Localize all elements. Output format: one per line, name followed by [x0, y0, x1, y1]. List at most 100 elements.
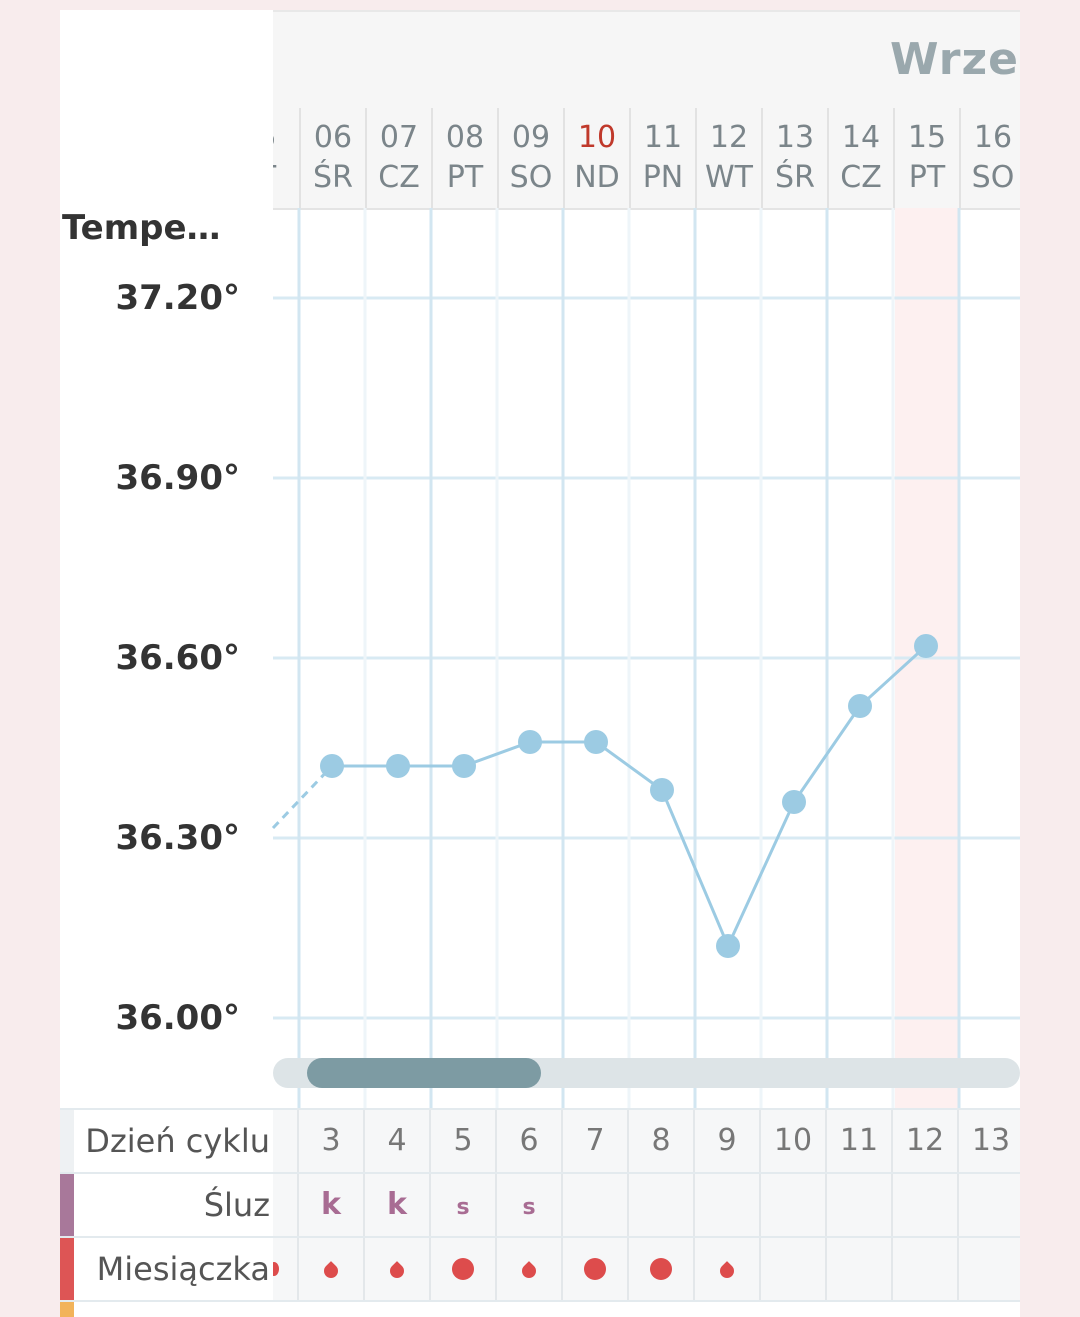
day-weekday: ND — [574, 160, 620, 195]
cycle-day-cells: 3 4 5 6 7 8 9 10 11 12 13 — [273, 1110, 1020, 1172]
day-weekday: ŚR — [775, 160, 815, 195]
y-axis-title: Tempe… — [62, 208, 221, 248]
day-weekday: SO — [971, 160, 1015, 195]
blood-drop-icon — [717, 1261, 737, 1281]
day-column-11[interactable]: 11 PN — [629, 108, 695, 208]
cycle-day-cell: 9 — [693, 1110, 759, 1172]
month-header: Wrzes — [273, 10, 1020, 112]
day-weekday: T — [273, 160, 299, 195]
y-label-36-30: 36.30° — [115, 818, 240, 858]
mucus-marker — [60, 1174, 74, 1238]
day-column-13[interactable]: 13 ŚR — [761, 108, 827, 208]
mucus-cell[interactable] — [693, 1174, 759, 1236]
mucus-cell[interactable] — [561, 1174, 627, 1236]
y-label-36-00: 36.00° — [115, 998, 240, 1038]
cycle-day-label: Dzień cyklu — [74, 1110, 270, 1172]
menses-cell[interactable] — [363, 1238, 429, 1300]
day-number: 16 — [973, 120, 1013, 155]
cycle-day-cell: 8 — [627, 1110, 693, 1172]
next-row-marker — [60, 1302, 74, 1317]
blood-drop-icon — [519, 1261, 539, 1281]
temperature-plot[interactable] — [60, 208, 1020, 1108]
cycle-day-marker — [60, 1110, 74, 1174]
mucus-cell[interactable] — [957, 1174, 1020, 1236]
chart-panel: Wrzes 5T06ŚR07CZ08PT09SO10ND11PN12WT13ŚR… — [60, 10, 1020, 1317]
cycle-day-cell: 3 — [297, 1110, 363, 1172]
scrollbar-thumb[interactable] — [307, 1058, 541, 1088]
menses-cell[interactable] — [825, 1238, 891, 1300]
day-column-06[interactable]: 06 ŚR — [299, 108, 365, 208]
day-column-10[interactable]: 10 ND — [563, 108, 629, 208]
temperature-point-08[interactable] — [452, 754, 476, 778]
day-number: 10 — [577, 120, 617, 155]
menses-cell[interactable] — [429, 1238, 495, 1300]
menses-cell[interactable] — [693, 1238, 759, 1300]
day-column-14[interactable]: 14 CZ — [827, 108, 893, 208]
day-column-16[interactable]: 16 SO — [959, 108, 1020, 208]
menses-row[interactable]: Miesiączka — [60, 1236, 1020, 1302]
cycle-day-cell: 10 — [759, 1110, 825, 1172]
day-column-07[interactable]: 07 CZ — [365, 108, 431, 208]
menses-cell[interactable] — [495, 1238, 561, 1300]
menses-cells[interactable] — [273, 1238, 1020, 1300]
day-weekday: CZ — [840, 160, 882, 195]
mucus-row[interactable]: Śluz k k s s — [60, 1172, 1020, 1238]
mucus-value: k — [321, 1187, 341, 1222]
cycle-day-cell: 11 — [825, 1110, 891, 1172]
day-column-08[interactable]: 08 PT — [431, 108, 497, 208]
cycle-day-cell: 7 — [561, 1110, 627, 1172]
cycle-day-cell: 6 — [495, 1110, 561, 1172]
cycle-day-cell: 12 — [891, 1110, 957, 1172]
day-column-5[interactable]: 5T — [273, 108, 299, 208]
day-header-strip[interactable]: 5T06ŚR07CZ08PT09SO10ND11PN12WT13ŚR14CZ15… — [273, 108, 1020, 210]
temperature-point-11[interactable] — [650, 778, 674, 802]
cycle-day-cell: 5 — [429, 1110, 495, 1172]
temperature-chart[interactable]: Tempe… 37.20° 36.90° 36.60° 36.30° 36.00… — [60, 208, 1020, 1108]
y-label-36-90: 36.90° — [115, 458, 240, 498]
day-number: 11 — [643, 120, 683, 155]
mucus-cell[interactable]: s — [429, 1174, 495, 1236]
y-label-37-20: 37.20° — [115, 278, 240, 318]
temperature-point-14[interactable] — [848, 694, 872, 718]
temperature-point-10[interactable] — [584, 730, 608, 754]
temperature-point-06[interactable] — [320, 754, 344, 778]
mucus-cell[interactable]: k — [363, 1174, 429, 1236]
horizontal-scrollbar[interactable] — [273, 1058, 1020, 1088]
menses-cell[interactable] — [297, 1238, 363, 1300]
menses-cell[interactable] — [759, 1238, 825, 1300]
day-number: 13 — [775, 120, 815, 155]
mucus-cell[interactable] — [627, 1174, 693, 1236]
mucus-cell[interactable] — [759, 1174, 825, 1236]
blood-dot-icon — [650, 1258, 672, 1280]
temperature-point-13[interactable] — [782, 790, 806, 814]
y-label-36-60: 36.60° — [115, 638, 240, 678]
menses-marker — [60, 1238, 74, 1302]
mucus-cell[interactable] — [825, 1174, 891, 1236]
menses-cell[interactable] — [561, 1238, 627, 1300]
day-column-09[interactable]: 09 SO — [497, 108, 563, 208]
day-number: 08 — [445, 120, 485, 155]
temperature-point-12[interactable] — [716, 934, 740, 958]
mucus-value: k — [387, 1187, 407, 1222]
day-column-12[interactable]: 12 WT — [695, 108, 761, 208]
temperature-point-15[interactable] — [914, 634, 938, 658]
cycle-day-cell: 13 — [957, 1110, 1020, 1172]
day-column-15[interactable]: 15 PT — [893, 108, 959, 208]
day-number: 5 — [273, 120, 299, 155]
menses-cell[interactable] — [891, 1238, 957, 1300]
mucus-value: s — [522, 1195, 536, 1220]
blood-drop-icon — [273, 1262, 279, 1276]
mucus-value: s — [456, 1195, 470, 1220]
menses-cell[interactable] — [627, 1238, 693, 1300]
temperature-point-07[interactable] — [386, 754, 410, 778]
day-number: 15 — [907, 120, 947, 155]
mucus-cell[interactable]: k — [297, 1174, 363, 1236]
month-title: Wrzes — [890, 34, 1020, 85]
mucus-cell[interactable]: s — [495, 1174, 561, 1236]
menses-cell[interactable] — [957, 1238, 1020, 1300]
mucus-cell[interactable] — [891, 1174, 957, 1236]
day-weekday: CZ — [378, 160, 420, 195]
temperature-point-09[interactable] — [518, 730, 542, 754]
next-row — [60, 1300, 1020, 1317]
